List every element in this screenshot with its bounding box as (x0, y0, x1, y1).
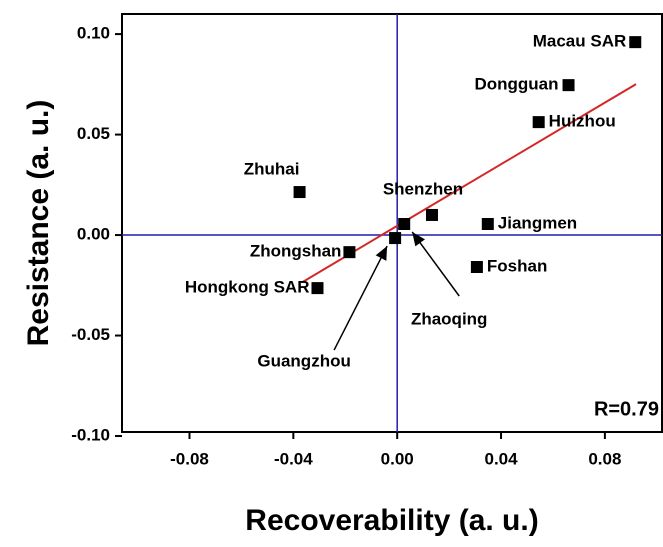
x-tick-label: -0.08 (170, 449, 209, 468)
y-tick-label: 0.00 (77, 225, 110, 244)
point-label: Zhuhai (244, 160, 300, 179)
x-tick-label: -0.04 (274, 449, 313, 468)
point-label: Zhaoqing (411, 309, 487, 328)
point (629, 36, 642, 49)
point-label: Zhongshan (250, 242, 342, 261)
point-label: Shenzhen (383, 179, 463, 198)
point-label: Dongguan (474, 75, 558, 94)
arrow (411, 231, 460, 297)
point (311, 282, 324, 295)
plot-frame (121, 13, 663, 433)
point (389, 232, 402, 245)
x-axis-title: Recoverability (a. u.) (245, 504, 538, 537)
point-label: Macau SAR (533, 32, 627, 51)
point (425, 208, 438, 221)
point (343, 246, 356, 259)
point-label: Jiangmen (498, 213, 577, 232)
point (532, 116, 545, 129)
y-axis-title: Resistance (a. u.) (22, 100, 55, 347)
y-tick-label: 0.05 (77, 124, 110, 143)
annotation: R=0.79 (594, 398, 659, 420)
point-label: Guangzhou (257, 352, 350, 371)
point-label: Hongkong SAR (185, 278, 310, 297)
point (293, 186, 306, 199)
point (481, 218, 494, 231)
point (562, 79, 575, 92)
y-tick-label: -0.10 (71, 426, 110, 445)
x-tick-label: 0.04 (484, 449, 518, 468)
y-tick-label: 0.10 (77, 24, 110, 43)
fit-line (301, 83, 637, 283)
point-label: Foshan (487, 256, 547, 275)
point (398, 218, 411, 231)
x-tick-label: 0.08 (588, 449, 621, 468)
point-label: Huizhou (549, 112, 616, 131)
arrow (333, 245, 388, 351)
point (470, 261, 483, 274)
y-tick-label: -0.05 (71, 325, 110, 344)
x-tick-label: 0.00 (381, 449, 414, 468)
